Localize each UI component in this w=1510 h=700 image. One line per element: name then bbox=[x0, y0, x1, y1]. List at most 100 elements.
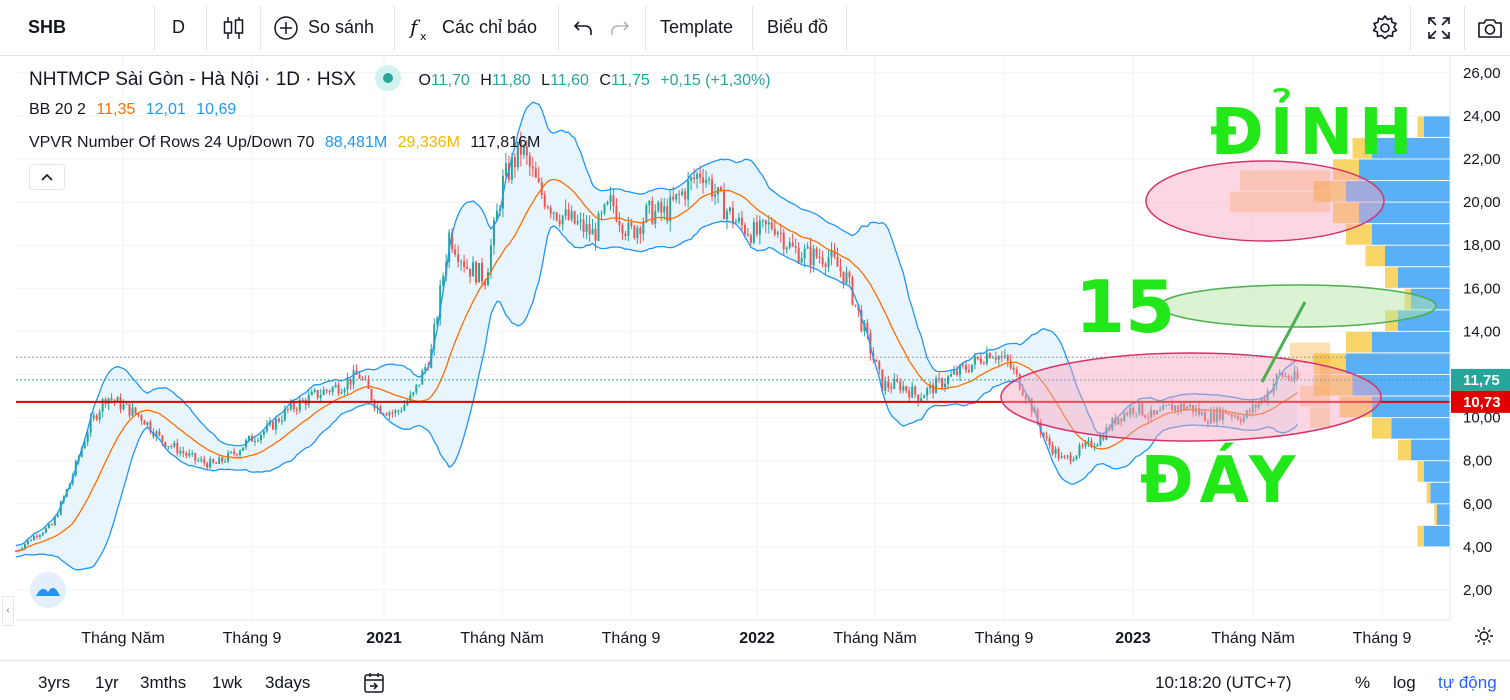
candle-body bbox=[176, 442, 179, 454]
chart-layout-button[interactable]: Biểu đồ bbox=[767, 17, 829, 37]
bollinger-lower-line bbox=[15, 220, 1298, 571]
price-chart[interactable]: ĐỈNH 15 ĐÁY 2,004,006,008,0010,0012,0014… bbox=[0, 56, 1510, 660]
template-button[interactable]: Template bbox=[660, 17, 734, 37]
candle-body bbox=[1165, 405, 1168, 407]
candle-body bbox=[289, 402, 292, 410]
candle-body bbox=[15, 551, 17, 553]
candle-body bbox=[295, 409, 298, 411]
candle-body bbox=[173, 442, 176, 447]
settings-button[interactable] bbox=[1371, 0, 1399, 55]
candle-body bbox=[920, 398, 923, 402]
candle-body bbox=[648, 200, 651, 206]
log-scale-toggle[interactable]: log bbox=[1393, 673, 1416, 692]
vpvr-down-bar bbox=[1434, 504, 1437, 525]
range-3yrs-button[interactable]: 3yrs bbox=[38, 673, 71, 692]
candle-body bbox=[1126, 413, 1129, 415]
candle-body bbox=[212, 458, 215, 463]
candle-body bbox=[734, 221, 737, 223]
vpvr-up-bar bbox=[1372, 137, 1450, 159]
candle-body bbox=[776, 232, 779, 235]
candle-body bbox=[1063, 456, 1066, 458]
symbol-search-button[interactable]: SHB bbox=[28, 17, 67, 37]
candle-body bbox=[439, 285, 442, 319]
candle-body bbox=[854, 304, 857, 306]
candle-body bbox=[740, 217, 743, 225]
toolbar-divider bbox=[154, 6, 155, 50]
candle-body bbox=[370, 388, 373, 401]
candle-body bbox=[113, 399, 116, 402]
bb-upper-value: 12,01 bbox=[145, 101, 186, 118]
vpvr-down-bar bbox=[1346, 224, 1372, 245]
vpvr-down-bar bbox=[1313, 181, 1346, 202]
candle-body bbox=[475, 262, 478, 283]
candle-body bbox=[1230, 414, 1233, 417]
candle-body bbox=[101, 399, 104, 412]
vpvr-up-bar bbox=[1359, 159, 1450, 181]
goto-date-button[interactable] bbox=[362, 671, 386, 700]
candle-body bbox=[59, 501, 62, 515]
candle-body bbox=[1105, 427, 1108, 440]
candle-body bbox=[95, 415, 98, 420]
candle-body bbox=[938, 378, 941, 380]
range-3mths-button[interactable]: 3mths bbox=[140, 673, 187, 692]
candle-body bbox=[657, 202, 660, 211]
candle-body bbox=[433, 324, 436, 350]
candle-body bbox=[839, 266, 842, 272]
redo-button[interactable] bbox=[609, 0, 631, 55]
left-panel-toggle[interactable]: ‹ bbox=[2, 596, 14, 626]
candle-body bbox=[466, 266, 469, 269]
camera-icon bbox=[1478, 18, 1502, 38]
candle-body bbox=[1206, 421, 1209, 424]
snapshot-button[interactable] bbox=[1476, 0, 1504, 55]
vpvr-value-area bbox=[1240, 170, 1330, 191]
candle-body bbox=[797, 247, 800, 263]
candle-body bbox=[561, 215, 564, 225]
candle-body bbox=[693, 177, 696, 179]
candle-body bbox=[687, 180, 690, 200]
candle-body bbox=[218, 457, 221, 464]
bollinger-legend[interactable]: BB 20 2 11,35 12,01 10,69 bbox=[29, 101, 236, 119]
candle-body bbox=[481, 263, 484, 282]
ohlc-values: O11,70 H11,80 L11,60 C11,75 +0,15 (+1,30… bbox=[418, 72, 771, 90]
vpvr-up-bar bbox=[1398, 267, 1450, 288]
percent-scale-toggle[interactable]: % bbox=[1355, 673, 1371, 692]
legend-collapse-button[interactable] bbox=[29, 164, 65, 190]
tradingview-logo bbox=[30, 572, 66, 608]
candle-body bbox=[911, 386, 914, 398]
vpvr-legend[interactable]: VPVR Number Of Rows 24 Up/Down 70 88,481… bbox=[29, 134, 540, 152]
compare-button[interactable]: So sánh bbox=[273, 0, 374, 55]
fullscreen-button[interactable] bbox=[1426, 0, 1452, 55]
chart-type-button[interactable] bbox=[222, 0, 246, 55]
range-1wk-button[interactable]: 1wk bbox=[212, 673, 243, 692]
price-tick-label: 18,00 bbox=[1463, 237, 1501, 254]
auto-scale-toggle[interactable]: tự động bbox=[1438, 673, 1497, 692]
vpvr-down-value: 29,336M bbox=[397, 134, 460, 151]
last-price-tag bbox=[1451, 368, 1510, 391]
candle-body bbox=[421, 370, 424, 385]
undo-button[interactable] bbox=[572, 0, 594, 55]
symbol-title[interactable]: NHTMCP Sài Gòn - Hà Nội · 1D · HSX bbox=[29, 69, 356, 91]
candle-body bbox=[486, 272, 489, 286]
toolbar-divider bbox=[206, 6, 207, 50]
candle-body bbox=[887, 381, 890, 388]
range-1yr-button[interactable]: 1yr bbox=[95, 673, 119, 692]
arrow-line bbox=[1260, 301, 1307, 383]
candle-body bbox=[746, 234, 749, 236]
candle-body bbox=[1159, 409, 1162, 412]
interval-button[interactable]: D bbox=[172, 17, 185, 37]
timezone-clock[interactable]: 10:18:20 (UTC+7) bbox=[1155, 673, 1292, 692]
vpvr-up-bar bbox=[1346, 353, 1450, 374]
candle-body bbox=[373, 400, 376, 409]
candle-body bbox=[1266, 391, 1269, 401]
candle-body bbox=[1278, 372, 1281, 375]
candle-body bbox=[1123, 413, 1126, 422]
candle-body bbox=[890, 387, 893, 389]
candle-body bbox=[603, 204, 606, 214]
candle-body bbox=[755, 222, 758, 235]
candle-body bbox=[397, 410, 400, 412]
candle-body bbox=[1236, 415, 1239, 420]
candle-body bbox=[767, 222, 770, 225]
range-3days-button[interactable]: 3days bbox=[265, 673, 311, 692]
candle-body bbox=[761, 220, 764, 222]
